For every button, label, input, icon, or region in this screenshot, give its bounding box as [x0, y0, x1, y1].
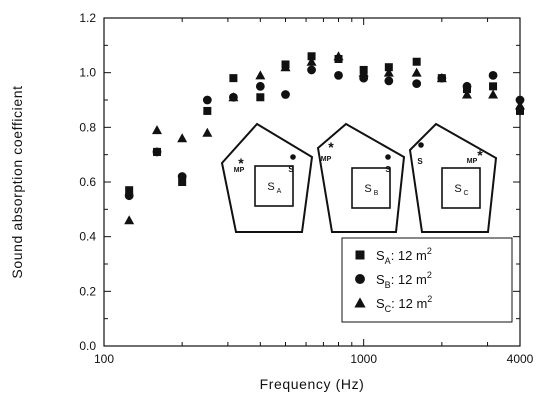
legend-box	[341, 237, 513, 323]
room-inset: S A*MP S	[220, 122, 314, 233]
x-tick-label: 100	[94, 352, 114, 366]
data-point	[489, 82, 498, 91]
data-point	[280, 62, 291, 72]
data-points	[124, 51, 525, 225]
data-point	[411, 67, 422, 77]
data-point	[515, 100, 525, 110]
data-point	[124, 191, 134, 201]
legend-entry: SB: 12 m2	[376, 270, 432, 290]
y-tick-label: 0.2	[79, 284, 96, 298]
data-point	[488, 89, 499, 99]
source-label: S	[385, 165, 391, 174]
x-axis-title: Frequency (Hz)	[260, 376, 365, 392]
x-tick-label: 4000	[507, 352, 534, 366]
data-point	[516, 106, 524, 115]
room-inset: S C*MPS	[408, 122, 498, 233]
data-point	[333, 51, 344, 61]
source-dot-icon	[290, 154, 296, 160]
data-point	[488, 71, 498, 80]
source-dot-icon	[385, 154, 391, 160]
data-point	[412, 57, 421, 66]
sample-box-label: S	[267, 181, 274, 193]
legend-marker	[355, 250, 365, 260]
data-point	[178, 178, 187, 186]
data-point	[177, 133, 188, 143]
sample-box-label: S	[454, 183, 461, 195]
data-point	[384, 63, 393, 72]
y-tick-label: 1.2	[79, 11, 96, 25]
data-point	[203, 106, 212, 115]
data-point	[229, 74, 238, 83]
y-tick-label: 0.6	[79, 175, 96, 189]
data-point	[384, 76, 394, 86]
legend-marker	[354, 297, 366, 308]
y-tick-label: 0.4	[79, 230, 96, 244]
data-point	[255, 81, 265, 91]
sample-box	[441, 167, 481, 209]
data-point	[307, 52, 316, 61]
data-point	[334, 71, 343, 80]
data-point	[358, 67, 369, 77]
sample-box	[351, 167, 391, 209]
mp-label: MP	[234, 167, 245, 174]
data-point	[281, 90, 290, 99]
mp-label: MP	[321, 156, 332, 163]
data-point	[202, 95, 212, 105]
data-point	[152, 125, 163, 135]
source-label: S	[417, 157, 423, 166]
legend-entry: SA: 12 m2	[376, 246, 432, 266]
mic-star-icon: *	[477, 147, 483, 163]
sample-box-sub: B	[374, 190, 379, 197]
y-axis-title: Sound absorption coefficient	[9, 85, 25, 278]
data-point	[228, 92, 239, 102]
room-inset: S B*MPS	[316, 122, 406, 233]
data-point	[202, 127, 213, 137]
y-tick-label: 0.0	[79, 339, 96, 353]
data-point	[256, 93, 265, 102]
data-point	[462, 81, 472, 91]
y-tick-label: 0.8	[79, 120, 96, 134]
sample-box-label: S	[364, 183, 371, 195]
data-point	[125, 186, 134, 195]
mic-star-icon: *	[238, 155, 244, 171]
data-point	[255, 70, 266, 80]
legend: SA: 12 m2 SB: 12 m2 SC: 12 m2	[341, 237, 513, 323]
series-triangle	[124, 51, 525, 225]
sample-box-sub: C	[463, 190, 468, 197]
data-point	[461, 89, 472, 99]
data-point	[515, 95, 525, 105]
data-point	[383, 67, 394, 77]
sample-box-sub: A	[277, 188, 282, 195]
legend-marker	[355, 274, 365, 284]
mic-star-icon: *	[328, 139, 334, 155]
x-tick-label: 1000	[350, 352, 377, 366]
tick-labels: 0.0 0.2 0.4 0.6 0.8 1.0 1.2 100 1000 4000	[79, 11, 533, 366]
mp-label: MP	[467, 158, 478, 165]
sample-box	[254, 165, 294, 207]
source-dot-icon	[418, 142, 424, 148]
axis-ticks	[103, 17, 521, 347]
legend-entry: SC: 12 m2	[376, 294, 432, 314]
data-point	[307, 65, 316, 75]
data-point	[124, 215, 135, 225]
data-point	[306, 56, 317, 66]
y-tick-label: 1.0	[79, 66, 96, 80]
data-point	[152, 147, 162, 157]
data-point	[436, 73, 447, 83]
source-label: S	[288, 165, 294, 174]
data-point	[412, 79, 422, 88]
data-point	[177, 172, 187, 181]
